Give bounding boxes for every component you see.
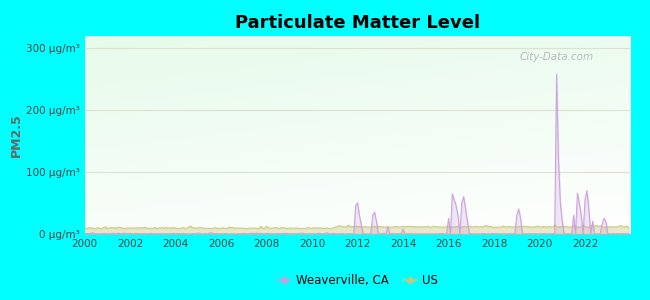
Text: City-Data.com: City-Data.com (520, 52, 594, 62)
Title: Particulate Matter Level: Particulate Matter Level (235, 14, 480, 32)
Legend: Weaverville, CA, US: Weaverville, CA, US (272, 269, 443, 292)
Y-axis label: PM2.5: PM2.5 (10, 113, 23, 157)
